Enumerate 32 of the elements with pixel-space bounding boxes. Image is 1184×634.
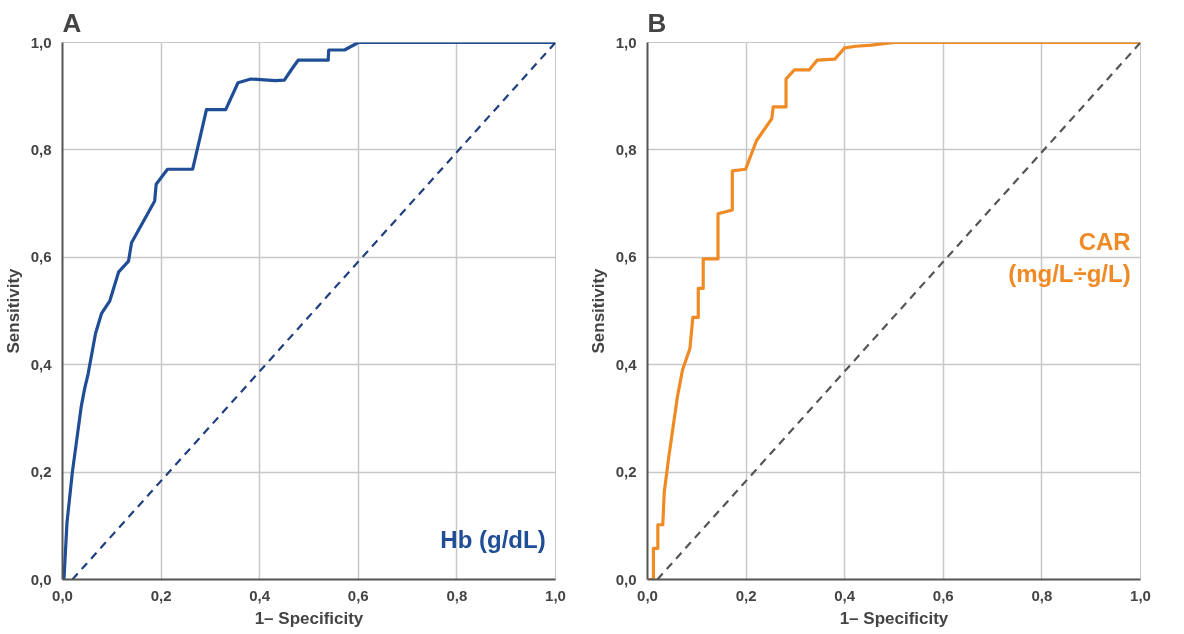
y-tick-label: 0,2 [615,463,637,481]
x-tick-label: 0,2 [735,586,757,604]
text: CAR (mg/L÷g/L) [1008,227,1131,287]
x-tick-label: 0,6 [347,586,369,604]
y-tick-label: 0,4 [615,355,638,373]
chart-title: B [647,7,667,38]
y-tick-label: 0,2 [30,463,52,481]
chart-title: A [62,7,82,38]
y-axis-title: Sensitivity [3,267,23,354]
y-tick-label: 0,8 [615,140,637,158]
x-tick-label: 0,4 [249,586,271,604]
y-tick-label: 0,8 [30,140,52,158]
y-tick-label: 1,0 [615,33,637,51]
y-tick-label: 0,0 [30,570,52,588]
x-axis-title: 1– Specificity [839,608,949,628]
y-axis-title: Sensitivity [588,267,608,354]
y-tick-label: 0,6 [615,248,637,266]
x-axis-title: 1– Specificity [254,608,364,628]
x-tick-label: 0,0 [52,586,73,604]
y-tick-label: 0,4 [30,355,53,373]
y-tick-label: 0,6 [30,248,52,266]
x-tick-label: 1,0 [1130,586,1151,604]
x-tick-label: 1,0 [545,586,566,604]
x-tick-label: 0,4 [834,586,856,604]
x-tick-label: 0,8 [446,586,468,604]
text: Hb (g/dL) [440,525,546,553]
x-tick-label: 0,2 [150,586,172,604]
y-tick-label: 0,0 [615,570,637,588]
x-tick-label: 0,8 [1031,586,1053,604]
x-tick-label: 0,6 [932,586,954,604]
y-tick-label: 1,0 [30,33,52,51]
x-tick-label: 0,0 [637,586,658,604]
